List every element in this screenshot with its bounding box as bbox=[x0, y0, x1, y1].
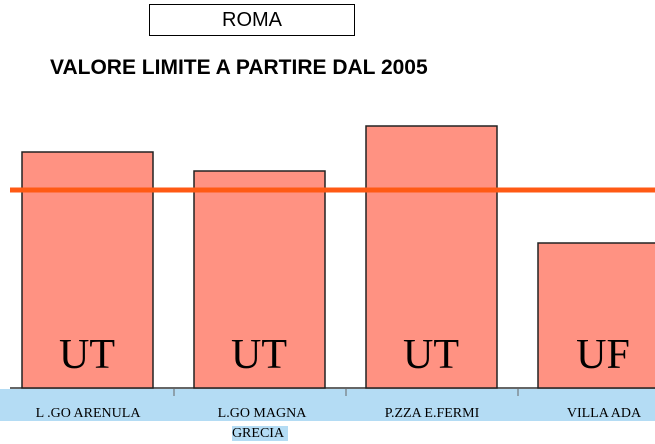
chart-title: VALORE LIMITE A PARTIRE DAL 2005 bbox=[50, 56, 428, 79]
x-tick-text: L.GO MAGNA GRECIA bbox=[213, 406, 307, 441]
x-tick-label: VILLA ADA bbox=[518, 404, 655, 424]
x-tick-label: L.GO MAGNA GRECIA bbox=[174, 404, 346, 444]
bar bbox=[537, 242, 655, 389]
x-tick-label: P.ZZA E.FERMI bbox=[346, 404, 518, 424]
subtitle-box: ROMA bbox=[149, 4, 355, 36]
x-tick-text: P.ZZA E.FERMI bbox=[380, 406, 484, 421]
x-tick-label: L .GO ARENULA bbox=[2, 404, 174, 424]
bar-label: UT bbox=[59, 332, 115, 378]
bar-label: UT bbox=[231, 332, 287, 378]
bar bbox=[365, 125, 498, 389]
bar-label: UF bbox=[576, 332, 630, 378]
x-tick-text: VILLA ADA bbox=[562, 406, 646, 421]
x-tick-text: L .GO ARENULA bbox=[31, 406, 145, 421]
bar-label: UT bbox=[403, 332, 459, 378]
bar bbox=[193, 170, 326, 389]
